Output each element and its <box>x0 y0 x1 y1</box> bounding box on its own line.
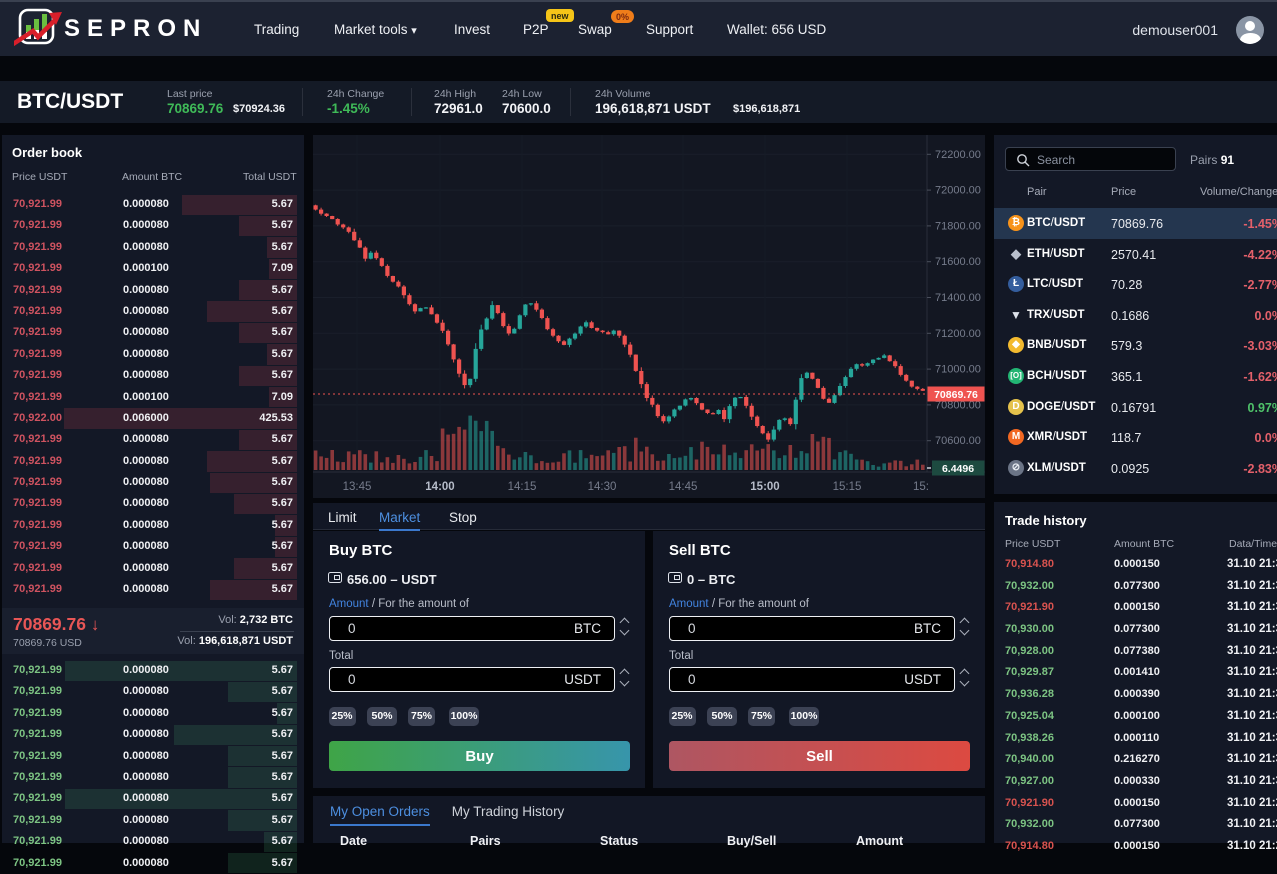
svg-text:71400.00: 71400.00 <box>935 292 981 304</box>
svg-text:70800.00: 70800.00 <box>935 399 981 411</box>
svg-text:71600.00: 71600.00 <box>935 256 981 268</box>
svg-text:15:15: 15:15 <box>833 481 862 493</box>
svg-text:13:45: 13:45 <box>343 481 372 493</box>
svg-text:70869.76: 70869.76 <box>934 389 978 401</box>
svg-text:15:00: 15:00 <box>750 481 779 493</box>
svg-text:6.4496: 6.4496 <box>942 463 974 475</box>
svg-text:72200.00: 72200.00 <box>935 149 981 161</box>
svg-text:70600.00: 70600.00 <box>935 435 981 447</box>
svg-text:14:00: 14:00 <box>425 481 454 493</box>
svg-text:71200.00: 71200.00 <box>935 328 981 340</box>
svg-text:15:: 15: <box>913 481 929 493</box>
svg-text:14:30: 14:30 <box>588 481 617 493</box>
svg-text:14:15: 14:15 <box>508 481 537 493</box>
svg-text:71000.00: 71000.00 <box>935 364 981 376</box>
svg-text:14:45: 14:45 <box>669 481 698 493</box>
svg-text:72000.00: 72000.00 <box>935 185 981 197</box>
svg-text:71800.00: 71800.00 <box>935 220 981 232</box>
